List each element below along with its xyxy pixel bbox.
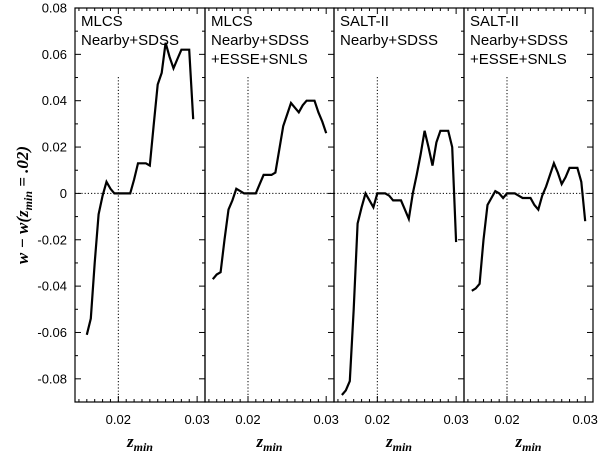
- x-axis-title-main: z: [126, 432, 134, 451]
- y-axis-title-sub: min: [21, 191, 35, 211]
- panel-title-line: Nearby+SDSS: [81, 32, 179, 49]
- x-tick-label: 0.02: [235, 412, 260, 427]
- x-axis-title: zmin: [385, 432, 412, 454]
- y-tick-label: -0.02: [37, 232, 67, 247]
- series-line: [211, 99, 328, 280]
- x-axis-title: zmin: [515, 432, 542, 454]
- y-tick-label: -0.08: [37, 371, 67, 386]
- panel-frame: [333, 7, 465, 403]
- panel-title-line: MLCS: [81, 13, 123, 30]
- x-tick-label: 0.03: [573, 412, 598, 427]
- y-axis-title-post: = .02): [13, 146, 32, 191]
- y-tick-label: -0.06: [37, 325, 67, 340]
- panel-title-line: Nearby+SDSS: [211, 32, 309, 49]
- x-axis-title-main: z: [256, 432, 264, 451]
- panel-1: MLCS Nearby+SDSS: [74, 7, 206, 403]
- x-axis-title-sub: min: [134, 440, 154, 454]
- y-tick-label: 0.02: [42, 140, 67, 155]
- y-tick-label: 0.04: [42, 93, 67, 108]
- x-tick-label: 0.03: [443, 412, 468, 427]
- panel-4: SALT-II Nearby+SDSS +ESSE+SNLS: [463, 7, 594, 403]
- x-tick-label: 0.03: [314, 412, 339, 427]
- panel-title-line: MLCS: [211, 13, 253, 30]
- x-axis-title-sub: min: [522, 440, 542, 454]
- axis-titles: w − w(zmin = .02): [13, 146, 35, 264]
- series-line: [341, 129, 458, 396]
- panel-frame: [74, 7, 206, 403]
- y-axis-title: w − w(zmin = .02): [13, 146, 35, 264]
- panel-title-line: +ESSE+SNLS: [211, 51, 308, 68]
- panel-title-line: SALT-II: [340, 13, 389, 30]
- panel-3: SALT-II Nearby+SDSS: [333, 7, 465, 403]
- x-axis-title-sub: min: [393, 440, 413, 454]
- y-tick-label: 0.06: [42, 47, 67, 62]
- y-tick-label: 0.08: [42, 1, 67, 16]
- panel-title-line: +ESSE+SNLS: [470, 51, 567, 68]
- panel-frame: [463, 7, 594, 403]
- y-tick-label: -0.04: [37, 279, 67, 294]
- series-line: [85, 42, 195, 336]
- y-tick-label: 0: [60, 186, 67, 201]
- panel-title-line: Nearby+SDSS: [470, 32, 568, 49]
- x-axis-title: zmin: [256, 432, 283, 454]
- x-axis-title-sub: min: [263, 440, 283, 454]
- x-axis-title-main: z: [515, 432, 523, 451]
- x-tick-label: 0.02: [365, 412, 390, 427]
- x-axis-title: zmin: [126, 432, 153, 454]
- panels-layer: MLCS Nearby+SDSS MLCS Nearby+SDSS +ESSE+SNLS…: [74, 7, 594, 403]
- y-axis: 0.08 0.06 0.04 0.02 0 -0.02 -0.04 -0.06 -0.08: [37, 1, 593, 403]
- panel-2: MLCS Nearby+SDSS +ESSE+SNLS: [204, 7, 335, 403]
- panel-title-line: Nearby+SDSS: [340, 32, 438, 49]
- x-axis-title-main: z: [385, 432, 393, 451]
- x-tick-label: 0.02: [494, 412, 519, 427]
- x-tick-label: 0.02: [106, 412, 131, 427]
- series-line: [471, 160, 587, 292]
- y-axis-title-pre: w − w(z: [13, 210, 32, 264]
- panel-title-line: SALT-II: [470, 13, 519, 30]
- x-tick-label: 0.03: [184, 412, 209, 427]
